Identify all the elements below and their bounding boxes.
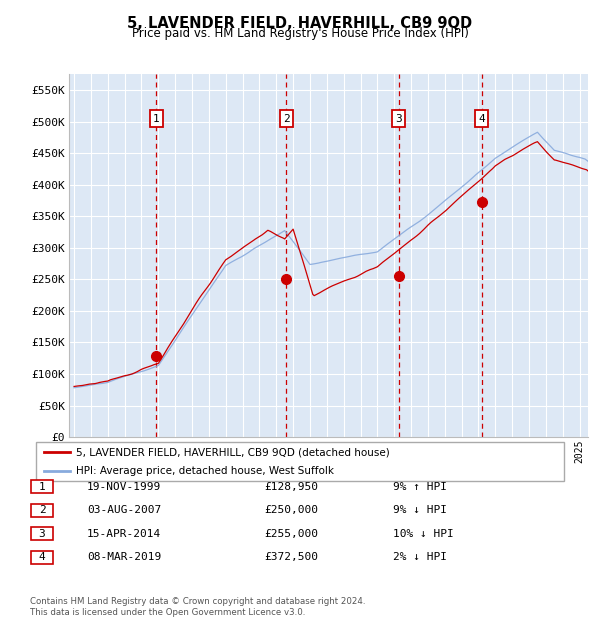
Text: 4: 4 — [478, 113, 485, 123]
Text: 1: 1 — [153, 113, 160, 123]
Text: 15-APR-2014: 15-APR-2014 — [87, 529, 161, 539]
Text: Contains HM Land Registry data © Crown copyright and database right 2024.
This d: Contains HM Land Registry data © Crown c… — [30, 598, 365, 617]
FancyBboxPatch shape — [31, 551, 53, 564]
Text: 3: 3 — [38, 529, 46, 539]
Text: 2% ↓ HPI: 2% ↓ HPI — [393, 552, 447, 562]
Text: 08-MAR-2019: 08-MAR-2019 — [87, 552, 161, 562]
Text: 4: 4 — [38, 552, 46, 562]
FancyBboxPatch shape — [31, 504, 53, 516]
FancyBboxPatch shape — [31, 480, 53, 493]
Text: Price paid vs. HM Land Registry's House Price Index (HPI): Price paid vs. HM Land Registry's House … — [131, 27, 469, 40]
Text: 9% ↑ HPI: 9% ↑ HPI — [393, 482, 447, 492]
Text: HPI: Average price, detached house, West Suffolk: HPI: Average price, detached house, West… — [76, 466, 334, 476]
Text: 10% ↓ HPI: 10% ↓ HPI — [393, 529, 454, 539]
Text: £250,000: £250,000 — [264, 505, 318, 515]
Text: 9% ↓ HPI: 9% ↓ HPI — [393, 505, 447, 515]
Text: £372,500: £372,500 — [264, 552, 318, 562]
Text: 2: 2 — [38, 505, 46, 515]
Text: 1: 1 — [38, 482, 46, 492]
Text: 3: 3 — [395, 113, 403, 123]
Text: 03-AUG-2007: 03-AUG-2007 — [87, 505, 161, 515]
Text: 2: 2 — [283, 113, 289, 123]
FancyBboxPatch shape — [36, 442, 564, 481]
FancyBboxPatch shape — [31, 528, 53, 540]
Text: 19-NOV-1999: 19-NOV-1999 — [87, 482, 161, 492]
Text: £255,000: £255,000 — [264, 529, 318, 539]
Text: £128,950: £128,950 — [264, 482, 318, 492]
Text: 5, LAVENDER FIELD, HAVERHILL, CB9 9QD: 5, LAVENDER FIELD, HAVERHILL, CB9 9QD — [127, 16, 473, 30]
Text: 5, LAVENDER FIELD, HAVERHILL, CB9 9QD (detached house): 5, LAVENDER FIELD, HAVERHILL, CB9 9QD (d… — [76, 448, 389, 458]
